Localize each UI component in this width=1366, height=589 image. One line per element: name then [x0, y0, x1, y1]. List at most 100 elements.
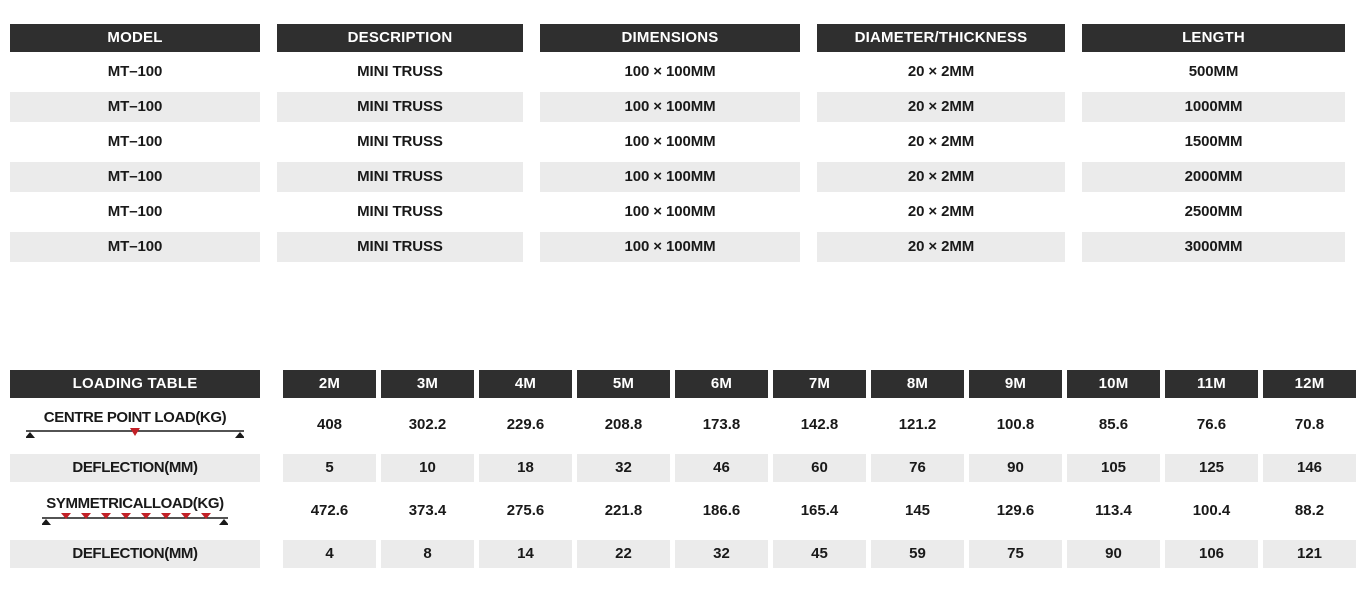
- table-cell: MT–100: [10, 162, 260, 192]
- value-cell: 59: [871, 540, 964, 568]
- table-row: MT–100 MINI TRUSS 100 × 100MM 20 × 2MM 1000M…: [10, 92, 1345, 122]
- table-cell: 100 × 100MM: [540, 162, 800, 192]
- table-cell: 20 × 2MM: [907, 203, 975, 221]
- table-cell: MINI TRUSS: [357, 133, 443, 151]
- row-label: CENTRE POINT LOAD(KG): [43, 408, 227, 426]
- table-row: MT–100 MINI TRUSS 100 × 100MM 20 × 2MM 1500M…: [10, 127, 1345, 157]
- table-cell: 20 × 2MM: [907, 133, 975, 151]
- table-cell: 100 × 100MM: [624, 203, 716, 221]
- table-row: MT–100 MINI TRUSS 100 × 100MM 20 × 2MM 3000M…: [10, 232, 1345, 262]
- table-cell: 2500MM: [1184, 203, 1243, 221]
- span-header-cell: 5M: [577, 370, 670, 398]
- value-cell: 373.4: [408, 502, 447, 520]
- loading-row: SYMMETRICALLOAD(KG) 472.6 373.4 275.6 221.8 1…: [10, 484, 1356, 538]
- table-cell: MINI TRUSS: [277, 232, 523, 262]
- value-cell: 5: [283, 454, 376, 482]
- value-cell: 105: [1067, 454, 1160, 482]
- table-cell: 1000MM: [1082, 92, 1345, 122]
- table-cell: 100 × 100MM: [624, 133, 716, 151]
- value-cell: 173.8: [702, 416, 741, 434]
- row-label-cell: SYMMETRICALLOAD(KG): [10, 484, 260, 538]
- span-header-cell: 3M: [381, 370, 474, 398]
- value-cell: 302.2: [408, 416, 447, 434]
- span-header-cell: 2M: [283, 370, 376, 398]
- symmetrical-load-diagram: [42, 513, 228, 526]
- span-header-cell: 8M: [871, 370, 964, 398]
- table-cell: 2000MM: [1082, 162, 1345, 192]
- value-cell: 221.8: [604, 502, 643, 520]
- table-cell: 100 × 100MM: [540, 232, 800, 262]
- value-cell: 10: [381, 454, 474, 482]
- product-spec-table: MODEL DESCRIPTION DIMENSIONS DIAMETER/THICK…: [10, 24, 1345, 262]
- loading-table: LOADING TABLE 2M 3M 4M 5M 6M 7M 8M 9M 10M 11M 12M C…: [10, 370, 1356, 568]
- spec-header-cell: DIAMETER/THICKNESS: [817, 24, 1065, 52]
- value-cell: 186.6: [702, 502, 741, 520]
- spec-header-cell: LENGTH: [1082, 24, 1345, 52]
- span-header-cell: 10M: [1067, 370, 1160, 398]
- value-cell: 22: [577, 540, 670, 568]
- table-cell: 20 × 2MM: [817, 162, 1065, 192]
- value-cell: 8: [381, 540, 474, 568]
- value-cell: 60: [773, 454, 866, 482]
- value-cell: 4: [283, 540, 376, 568]
- row-label-cell: DEFLECTION(MM): [10, 454, 260, 482]
- centre-point-load-diagram: [26, 428, 244, 439]
- spec-header-cell: DIMENSIONS: [540, 24, 800, 52]
- value-cell: 100.8: [996, 416, 1035, 434]
- table-cell: MT–100: [107, 133, 163, 151]
- value-cell: 106: [1165, 540, 1258, 568]
- value-cell: 472.6: [310, 502, 349, 520]
- value-cell: 32: [577, 454, 670, 482]
- value-cell: 100.4: [1192, 502, 1231, 520]
- value-cell: 129.6: [996, 502, 1035, 520]
- value-cell: 76.6: [1196, 416, 1227, 434]
- value-cell: 125: [1165, 454, 1258, 482]
- span-header-cell: 4M: [479, 370, 572, 398]
- value-cell: 18: [479, 454, 572, 482]
- loading-table-title: LOADING TABLE: [10, 370, 260, 398]
- value-cell: 90: [969, 454, 1062, 482]
- table-cell: 100 × 100MM: [540, 92, 800, 122]
- table-cell: MINI TRUSS: [357, 203, 443, 221]
- row-label-cell: DEFLECTION(MM): [10, 540, 260, 568]
- value-cell: 121: [1263, 540, 1356, 568]
- value-cell: 88.2: [1294, 502, 1325, 520]
- value-cell: 142.8: [800, 416, 839, 434]
- table-cell: 1500MM: [1184, 133, 1243, 151]
- table-cell: MINI TRUSS: [277, 92, 523, 122]
- value-cell: 408: [316, 416, 343, 434]
- value-cell: 275.6: [506, 502, 545, 520]
- table-cell: MINI TRUSS: [277, 162, 523, 192]
- table-cell: 20 × 2MM: [907, 63, 975, 81]
- value-cell: 45: [773, 540, 866, 568]
- loading-row: DEFLECTION(MM) 5 10 18 32 46 60 76 90 105 125 146: [10, 454, 1356, 482]
- table-cell: 20 × 2MM: [817, 232, 1065, 262]
- value-cell: 145: [904, 502, 931, 520]
- value-cell: 76: [871, 454, 964, 482]
- span-header-cell: 12M: [1263, 370, 1356, 398]
- value-cell: 14: [479, 540, 572, 568]
- table-row: MT–100 MINI TRUSS 100 × 100MM 20 × 2MM 2500M…: [10, 197, 1345, 227]
- loading-row: DEFLECTION(MM) 4 8 14 22 32 45 59 75 90 106 121: [10, 540, 1356, 568]
- value-cell: 165.4: [800, 502, 839, 520]
- spec-header-row: MODEL DESCRIPTION DIMENSIONS DIAMETER/THICK…: [10, 24, 1345, 52]
- spec-header-cell: DESCRIPTION: [277, 24, 523, 52]
- spec-header-cell: MODEL: [10, 24, 260, 52]
- table-cell: 3000MM: [1082, 232, 1345, 262]
- value-cell: 113.4: [1095, 502, 1132, 520]
- table-cell: MT–100: [10, 92, 260, 122]
- table-cell: 20 × 2MM: [817, 92, 1065, 122]
- table-cell: 500MM: [1188, 63, 1239, 81]
- value-cell: 208.8: [604, 416, 643, 434]
- spec-table-body: MT–100 MINI TRUSS 100 × 100MM 20 × 2MM 500MM…: [10, 57, 1345, 262]
- span-header-cell: 9M: [969, 370, 1062, 398]
- value-cell: 75: [969, 540, 1062, 568]
- row-label: DEFLECTION(MM): [72, 459, 198, 477]
- row-label-cell: CENTRE POINT LOAD(KG): [10, 398, 260, 452]
- table-cell: MT–100: [10, 232, 260, 262]
- loading-table-body: CENTRE POINT LOAD(KG) 408 302.2 229.6 208.8 1…: [10, 398, 1356, 568]
- value-cell: 146: [1263, 454, 1356, 482]
- value-cell: 70.8: [1294, 416, 1325, 434]
- loading-row: CENTRE POINT LOAD(KG) 408 302.2 229.6 208.8 1…: [10, 398, 1356, 452]
